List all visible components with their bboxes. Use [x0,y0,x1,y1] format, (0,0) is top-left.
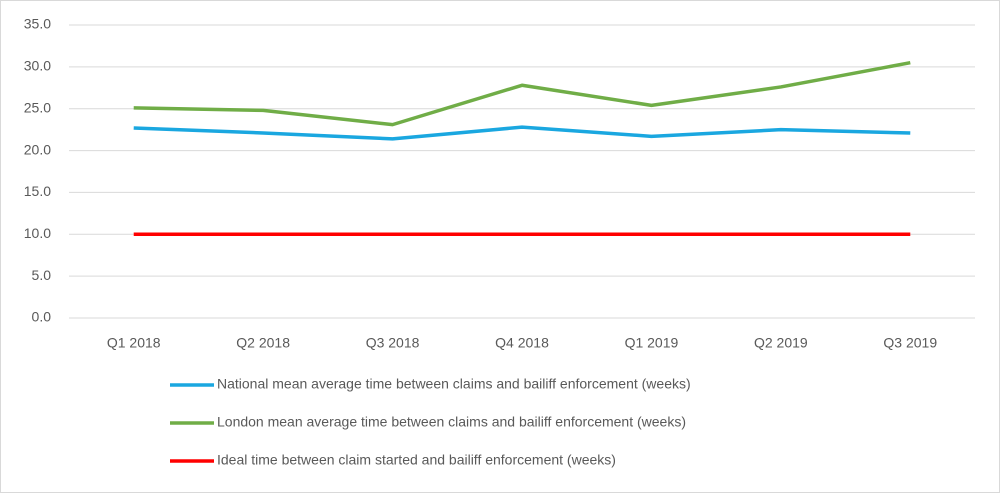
y-tick-label: 20.0 [24,141,51,157]
y-tick-label: 15.0 [24,183,51,199]
data-line [133,125,911,141]
y-tick-label: 25.0 [24,99,51,115]
x-tick-label: Q1 2019 [625,335,679,351]
legend-label: London mean average time between claims … [217,414,686,430]
y-tick-label: 10.0 [24,225,51,241]
x-tick-label: Q1 2018 [107,335,161,351]
legend-label: Ideal time between claim started and bai… [217,452,616,468]
legend-label: National mean average time between claim… [217,376,691,392]
y-tick-label: 0.0 [32,309,52,325]
data-line [133,60,911,127]
x-tick-label: Q3 2019 [883,335,937,351]
y-tick-label: 30.0 [24,58,51,74]
x-tick-label: Q4 2018 [495,335,549,351]
x-tick-label: Q2 2018 [236,335,290,351]
y-tick-label: 5.0 [32,267,52,283]
y-tick-label: 35.0 [24,16,51,32]
x-tick-label: Q3 2018 [366,335,420,351]
x-tick-label: Q2 2019 [754,335,808,351]
